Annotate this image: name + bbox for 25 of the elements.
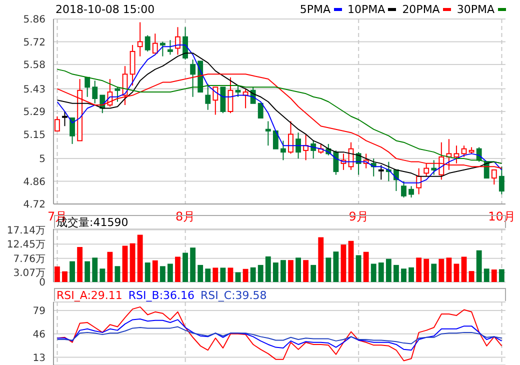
y-tick-label: 79 xyxy=(32,306,46,318)
legend-label: 10PMA xyxy=(348,2,386,16)
y-tick-label: 5.58 xyxy=(23,60,46,71)
series-label: RSI_B:36.16 xyxy=(128,288,195,302)
y-tick-label: 5.86 xyxy=(23,14,46,26)
y-tick-label: 5.15 xyxy=(23,130,46,141)
y-tick-label: 17.14万 xyxy=(6,225,46,236)
y-tick-label: 5.72 xyxy=(23,37,46,48)
y-tick-label: 4.86 xyxy=(23,176,46,188)
chart-title: 2018-10-08 15:00 xyxy=(56,2,155,16)
y-tick-label: 5.43 xyxy=(23,84,46,96)
series-label: RSI_A:29.11 xyxy=(56,288,122,302)
y-tick-label: 13 xyxy=(32,352,46,364)
y-tick-label: 46 xyxy=(32,329,46,340)
legend-label: 30PMA xyxy=(456,2,496,16)
y-tick-label: 5 xyxy=(39,154,46,166)
y-tick-label: 0 xyxy=(39,278,46,289)
y-tick-label: 12.45万 xyxy=(6,240,46,251)
y-tick-label: 4.72 xyxy=(23,200,46,211)
legend-label: 5PMA xyxy=(300,2,332,16)
y-tick-label: 7.76万 xyxy=(13,254,46,265)
y-tick-label: 3.07万 xyxy=(13,268,46,280)
legend-label: 20PMA xyxy=(402,2,441,16)
text: RSI_C:39.58 xyxy=(200,288,267,302)
y-tick-label: 5.29 xyxy=(23,107,46,118)
